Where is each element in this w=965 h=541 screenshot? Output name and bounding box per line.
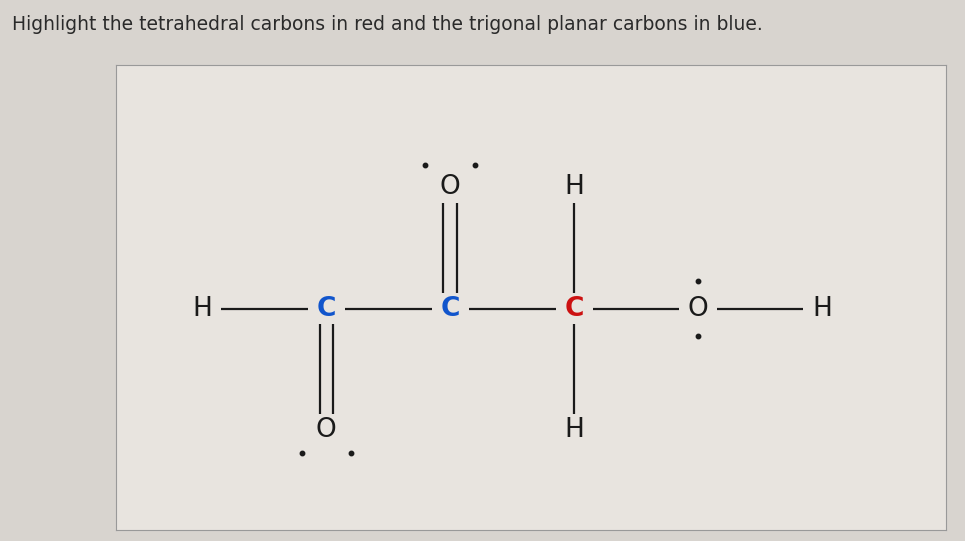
Text: C: C (565, 295, 584, 322)
Text: H: H (193, 295, 212, 322)
Text: O: O (688, 295, 708, 322)
Text: Highlight the tetrahedral carbons in red and the trigonal planar carbons in blue: Highlight the tetrahedral carbons in red… (12, 15, 762, 34)
Text: H: H (565, 174, 584, 200)
Text: C: C (441, 295, 460, 322)
Text: O: O (440, 174, 460, 200)
Text: H: H (565, 418, 584, 444)
Text: H: H (812, 295, 832, 322)
Text: C: C (317, 295, 336, 322)
Text: O: O (316, 418, 337, 444)
